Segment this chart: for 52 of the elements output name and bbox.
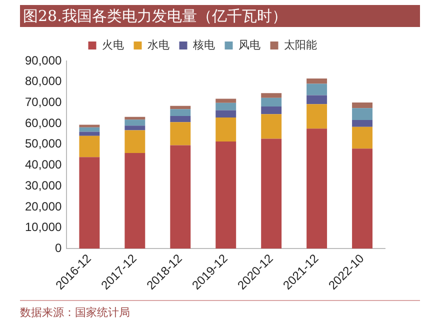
bar	[216, 98, 236, 103]
bar	[216, 110, 236, 118]
bar	[306, 95, 328, 104]
bar	[170, 145, 191, 249]
bar	[352, 102, 372, 108]
legend-label: 风电	[238, 38, 260, 52]
legend-label: 太阳能	[284, 38, 317, 52]
bar	[216, 102, 236, 110]
bar	[170, 122, 191, 146]
bar	[124, 116, 146, 120]
bar	[261, 106, 282, 114]
bar	[79, 132, 100, 136]
bar	[170, 116, 191, 122]
bar	[170, 106, 191, 110]
bar	[216, 141, 236, 249]
bar	[306, 78, 328, 84]
y-tick-label: 50,000	[25, 136, 62, 151]
bar	[261, 138, 282, 249]
source-note: 数据来源：国家统计局	[20, 300, 420, 320]
bar	[124, 126, 146, 130]
legend-label: 火电	[102, 38, 124, 52]
bar	[306, 104, 328, 129]
bar	[261, 98, 282, 106]
y-tick-label: 30,000	[25, 178, 62, 192]
bar	[352, 108, 372, 120]
y-tick-label: 0	[55, 240, 62, 255]
y-tick-label: 40,000	[25, 158, 62, 172]
bar	[352, 120, 372, 127]
legend-label: 水电	[147, 38, 170, 52]
bar	[352, 126, 372, 149]
bar	[170, 109, 191, 116]
bar	[79, 157, 100, 249]
chart-title: 图28.我国各类电力发电量（亿千瓦时）	[20, 5, 420, 27]
bar	[261, 93, 282, 98]
y-tick-label: 80,000	[25, 74, 62, 88]
bar	[352, 148, 372, 249]
bar	[79, 136, 100, 158]
bar	[306, 128, 328, 249]
bar	[216, 118, 236, 142]
y-tick-label: 10,000	[25, 220, 62, 234]
bar	[124, 120, 146, 126]
bar	[124, 152, 146, 249]
bar	[79, 127, 100, 132]
y-tick-label: 60,000	[25, 116, 62, 130]
legend-label: 核电	[192, 38, 215, 52]
y-tick-label: 90,000	[25, 53, 62, 68]
bar	[79, 124, 100, 128]
bar	[306, 84, 328, 96]
bar	[261, 114, 282, 139]
y-tick-label: 20,000	[25, 199, 62, 214]
y-tick-label: 70,000	[25, 95, 62, 110]
bar	[124, 130, 146, 153]
